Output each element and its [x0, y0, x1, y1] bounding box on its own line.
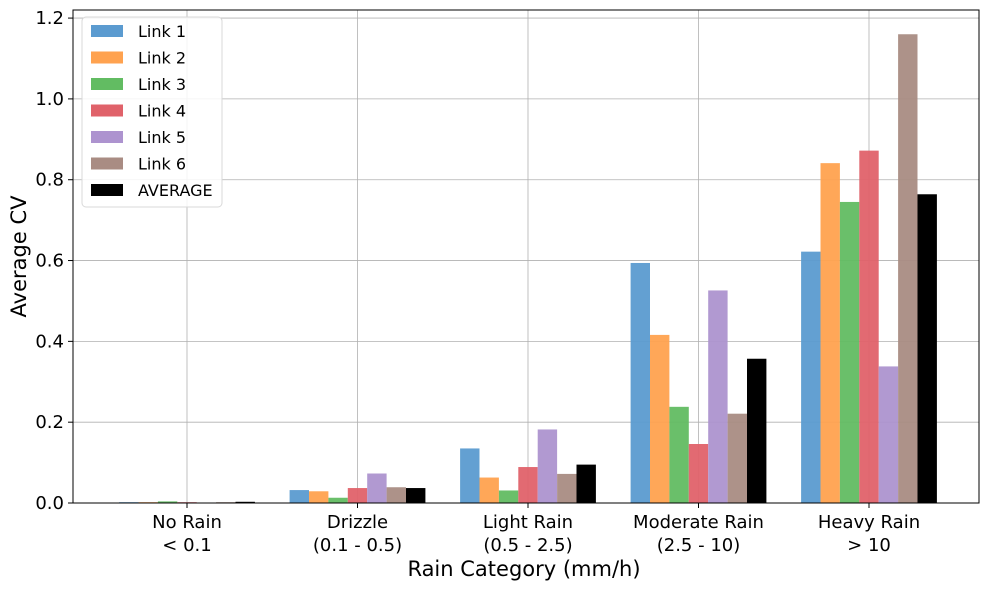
bar-link-2-cat-1	[309, 491, 329, 503]
bars	[119, 34, 937, 504]
bar-average-cat-1	[406, 488, 426, 503]
legend-label: Link 4	[138, 102, 186, 121]
y-tick-label: 1.0	[35, 89, 64, 110]
x-tick-label: Drizzle	[327, 512, 388, 533]
bar-link-1-cat-3	[630, 262, 650, 503]
legend-label: Link 2	[138, 49, 186, 68]
grid-lines	[73, 10, 979, 504]
x-tick-label: Light Rain	[483, 512, 573, 533]
bar-link-5-cat-2	[537, 429, 558, 503]
bar-link-3-cat-3	[669, 406, 689, 503]
bar-link-6-cat-3	[727, 413, 747, 503]
bar-link-2-cat-3	[650, 334, 670, 503]
y-tick-label: 0.0	[35, 493, 64, 514]
bar-link-5-cat-1	[367, 473, 387, 503]
legend-label: AVERAGE	[138, 181, 213, 200]
bar-average-cat-3	[747, 358, 767, 503]
x-tick-label: (2.5 - 10)	[657, 535, 741, 556]
plot-frame	[72, 9, 980, 504]
bar-average-cat-2	[576, 464, 596, 503]
y-axis: 0.0 0.2 0.4 0.6 0.8 1.0 1.2	[35, 8, 73, 514]
legend-swatch	[91, 78, 123, 90]
x-axis-title: Rain Category (mm/h)	[407, 557, 640, 581]
bar-link-4-cat-3	[688, 444, 709, 503]
legend-swatch	[91, 184, 123, 196]
x-tick-label: Heavy Rain	[818, 512, 920, 533]
bar-link-4-cat-1	[347, 488, 368, 503]
y-tick-label: 0.8	[35, 170, 64, 191]
bar-average-cat-0	[235, 501, 255, 503]
legend-swatch	[91, 51, 123, 64]
y-tick-label: 1.2	[35, 8, 64, 29]
y-tick-label: 0.6	[35, 251, 64, 272]
bar-link-1-cat-2	[460, 448, 480, 503]
x-tick-label: (0.5 - 2.5)	[483, 535, 572, 556]
bar-link-6-cat-1	[386, 487, 406, 503]
bar-link-3-cat-1	[328, 497, 348, 503]
y-axis-title: Average CV	[7, 195, 31, 318]
legend-label: Link 5	[138, 128, 186, 147]
x-tick-label: < 0.1	[162, 535, 211, 556]
bar-link-5-cat-3	[708, 290, 728, 503]
legend: Link 1 Link 2 Link 3 Link 4 Link 5 Link 6 AVER…	[81, 16, 223, 208]
bar-link-6-cat-4	[898, 34, 918, 503]
bar-link-1-cat-4	[801, 251, 821, 503]
legend-label: Link 6	[138, 155, 186, 174]
bar-link-2-cat-2	[479, 477, 499, 503]
bar-link-4-cat-2	[518, 467, 538, 503]
x-tick-label: (0.1 - 0.5)	[313, 535, 402, 556]
bar-link-2-cat-4	[820, 163, 840, 504]
bar-link-3-cat-2	[498, 490, 519, 503]
legend-label: Link 1	[138, 22, 186, 41]
x-axis: No Rain< 0.1 Drizzle(0.1 - 0.5) Light Rain…	[152, 503, 920, 556]
legend-swatch	[91, 104, 123, 117]
y-tick-label: 0.4	[35, 331, 64, 352]
bar-link-1-cat-1	[289, 490, 309, 503]
bar-average-cat-4	[917, 194, 937, 503]
bar-link-3-cat-0	[157, 501, 178, 503]
bar-link-6-cat-2	[557, 473, 577, 503]
bar-link-5-cat-4	[878, 366, 899, 503]
legend-swatch	[91, 131, 123, 143]
y-tick-label: 0.2	[35, 412, 64, 433]
legend-swatch	[91, 157, 123, 170]
x-tick-label: No Rain	[152, 512, 222, 533]
legend-swatch	[91, 25, 123, 37]
bar-link-3-cat-4	[839, 201, 860, 503]
bar-link-4-cat-4	[859, 150, 879, 504]
x-tick-label: > 10	[847, 535, 891, 556]
x-tick-label: Moderate Rain	[633, 512, 764, 533]
legend-label: Link 3	[138, 75, 186, 94]
